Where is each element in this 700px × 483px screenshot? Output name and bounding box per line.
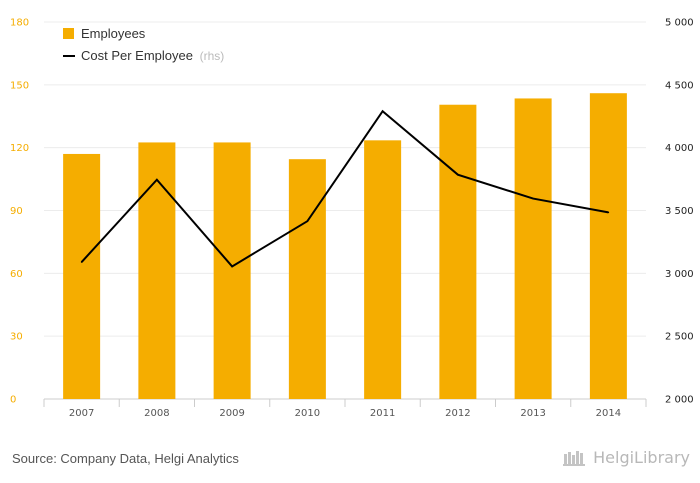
gridlines <box>44 21 646 400</box>
left-tick-label: 60 <box>10 269 23 280</box>
x-tick-label: 2010 <box>295 408 320 419</box>
x-axis: 2007 2008 2009 2010 2011 2012 2013 2014 <box>43 399 647 419</box>
cost-point-2011 <box>381 110 384 113</box>
cost-line <box>80 109 610 268</box>
cost-point-2014 <box>607 211 610 214</box>
brand-name: HelgiLibrary <box>593 448 690 467</box>
left-tick-label: 90 <box>10 206 23 217</box>
legend-swatch-employees <box>63 28 74 39</box>
left-tick-label: 150 <box>10 80 29 91</box>
cost-point-2012 <box>457 173 459 176</box>
cost-point-2013 <box>532 197 534 200</box>
x-tick-label: 2012 <box>445 408 470 419</box>
employees-bars <box>63 93 627 400</box>
bar-2012 <box>439 104 477 399</box>
source-note: Source: Company Data, Helgi Analytics <box>12 451 239 466</box>
bar-2013 <box>514 98 552 400</box>
left-tick-label: 120 <box>10 143 29 154</box>
x-tick-label: 2011 <box>370 408 395 419</box>
right-tick-label: 2 000 <box>665 395 694 406</box>
left-tick-label: 0 <box>10 395 16 406</box>
cost-point-2008 <box>156 178 158 181</box>
cost-point-2010 <box>306 220 309 222</box>
x-tick-label: 2013 <box>520 408 545 419</box>
legend-label-cost-suffix: (rhs) <box>200 49 225 63</box>
right-tick-label: 3 500 <box>665 206 694 217</box>
footer: Source: Company Data, Helgi Analytics He… <box>0 440 700 483</box>
bar-2009 <box>213 142 251 400</box>
left-tick-label: 180 <box>10 18 29 29</box>
bar-2010 <box>288 159 326 399</box>
right-tick-label: 4 000 <box>665 143 694 154</box>
cost-point-2009 <box>231 265 233 268</box>
legend-label-cost-name: Cost Per Employee <box>81 48 193 63</box>
left-tick-label: 30 <box>10 332 23 343</box>
right-tick-label: 5 000 <box>665 18 694 29</box>
x-tick-label: 2014 <box>596 408 621 419</box>
legend-label-cost: Cost Per Employee (rhs) <box>81 48 224 63</box>
right-tick-label: 3 000 <box>665 269 694 280</box>
right-tick-label: 4 500 <box>665 80 694 91</box>
brand-logo: HelgiLibrary <box>563 448 690 467</box>
x-tick-label: 2008 <box>144 408 169 419</box>
bar-2014 <box>589 93 627 399</box>
x-tick-label: 2007 <box>69 408 94 419</box>
right-tick-label: 2 500 <box>665 332 694 343</box>
legend: Employees Cost Per Employee (rhs) <box>63 26 224 63</box>
right-axis: 2 000 2 500 3 000 3 500 4 000 4 500 5 000 <box>665 18 694 406</box>
cost-point-2007 <box>80 261 83 263</box>
left-axis: 0 30 60 90 120 150 180 <box>10 18 29 406</box>
bar-2008 <box>138 142 176 400</box>
combo-chart: 0 30 60 90 120 150 180 2 000 2 500 3 000 3 500 4 0… <box>10 18 694 420</box>
legend-label-employees: Employees <box>81 26 146 41</box>
bar-2011 <box>364 140 402 399</box>
cost-line-path <box>80 109 609 268</box>
x-tick-label: 2009 <box>219 408 244 419</box>
bar-2007 <box>63 153 101 399</box>
library-icon <box>563 450 586 466</box>
